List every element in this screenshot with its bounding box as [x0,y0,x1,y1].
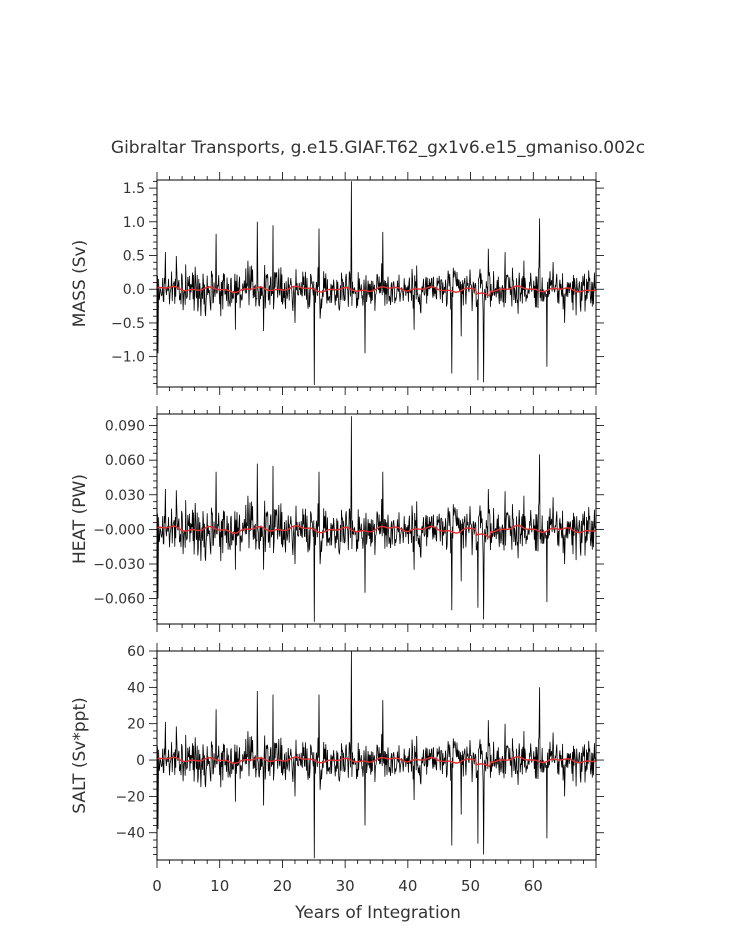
panel-salt: −40 −20 0 20 40 60 SALT (Sv*ppt) [70,643,604,868]
salt-ytick-label: 40 [127,680,145,696]
heat-ytick-label: −0.030 [93,557,145,573]
mass-ytick-label: 0.0 [123,282,145,298]
mass-frame [156,179,597,388]
heat-raw-series [157,416,596,622]
panel-mass: −1.0 −0.5 0.0 0.5 1.0 1.5 MASS (Sv) [70,172,604,395]
x-tick-label: 60 [524,877,543,895]
heat-ytick-label: 0.030 [105,488,145,504]
salt-y-axis-label: SALT (Sv*ppt) [70,697,90,814]
mass-smoothed-series [157,285,596,297]
panel-heat: −0.060 −0.030 −0.000 0.030 0.060 0.090 HEAT (P… [70,406,604,632]
heat-y-axis-label: HEAT (PW) [70,474,90,564]
x-tick-label: 20 [273,877,292,895]
mass-ytick-label: 1.0 [123,215,145,231]
mass-y-axis-label: MASS (Sv) [70,240,90,327]
x-tick-label: 0 [152,877,162,895]
panels-group: −1.0 −0.5 0.0 0.5 1.0 1.5 MASS (Sv) −0.060 −0.03… [70,172,604,895]
x-axis-label: Years of Integration [294,903,461,923]
heat-smoothed-series [157,524,596,539]
salt-ytick-label: 0 [136,753,145,769]
mass-ytick-label: −0.5 [111,316,145,332]
x-tick-label: 10 [210,877,229,895]
mass-ytick-label: −1.0 [111,350,145,366]
salt-ytick-label: −20 [115,789,145,805]
salt-ytick-label: −40 [115,826,145,842]
heat-ytick-label: −0.060 [93,592,145,608]
x-tick-label: 40 [398,877,417,895]
mass-ytick-label: 0.5 [123,249,145,265]
heat-ytick-label: −0.000 [93,522,145,538]
x-tick-label: 30 [336,877,355,895]
salt-frame [156,650,597,861]
salt-ytick-label: 20 [127,717,145,733]
mass-raw-series [157,181,596,386]
x-tick-label: 50 [461,877,480,895]
chart-title: Gibraltar Transports, g.e15.GIAF.T62_gx1… [111,138,645,158]
heat-ytick-label: 0.060 [105,453,145,469]
salt-ytick-label: 60 [127,644,145,660]
heat-ytick-label: 0.090 [105,419,145,435]
salt-smoothed-series [157,756,596,768]
salt-raw-series [157,651,596,859]
heat-frame [156,413,597,625]
mass-ytick-label: 1.5 [123,181,145,197]
